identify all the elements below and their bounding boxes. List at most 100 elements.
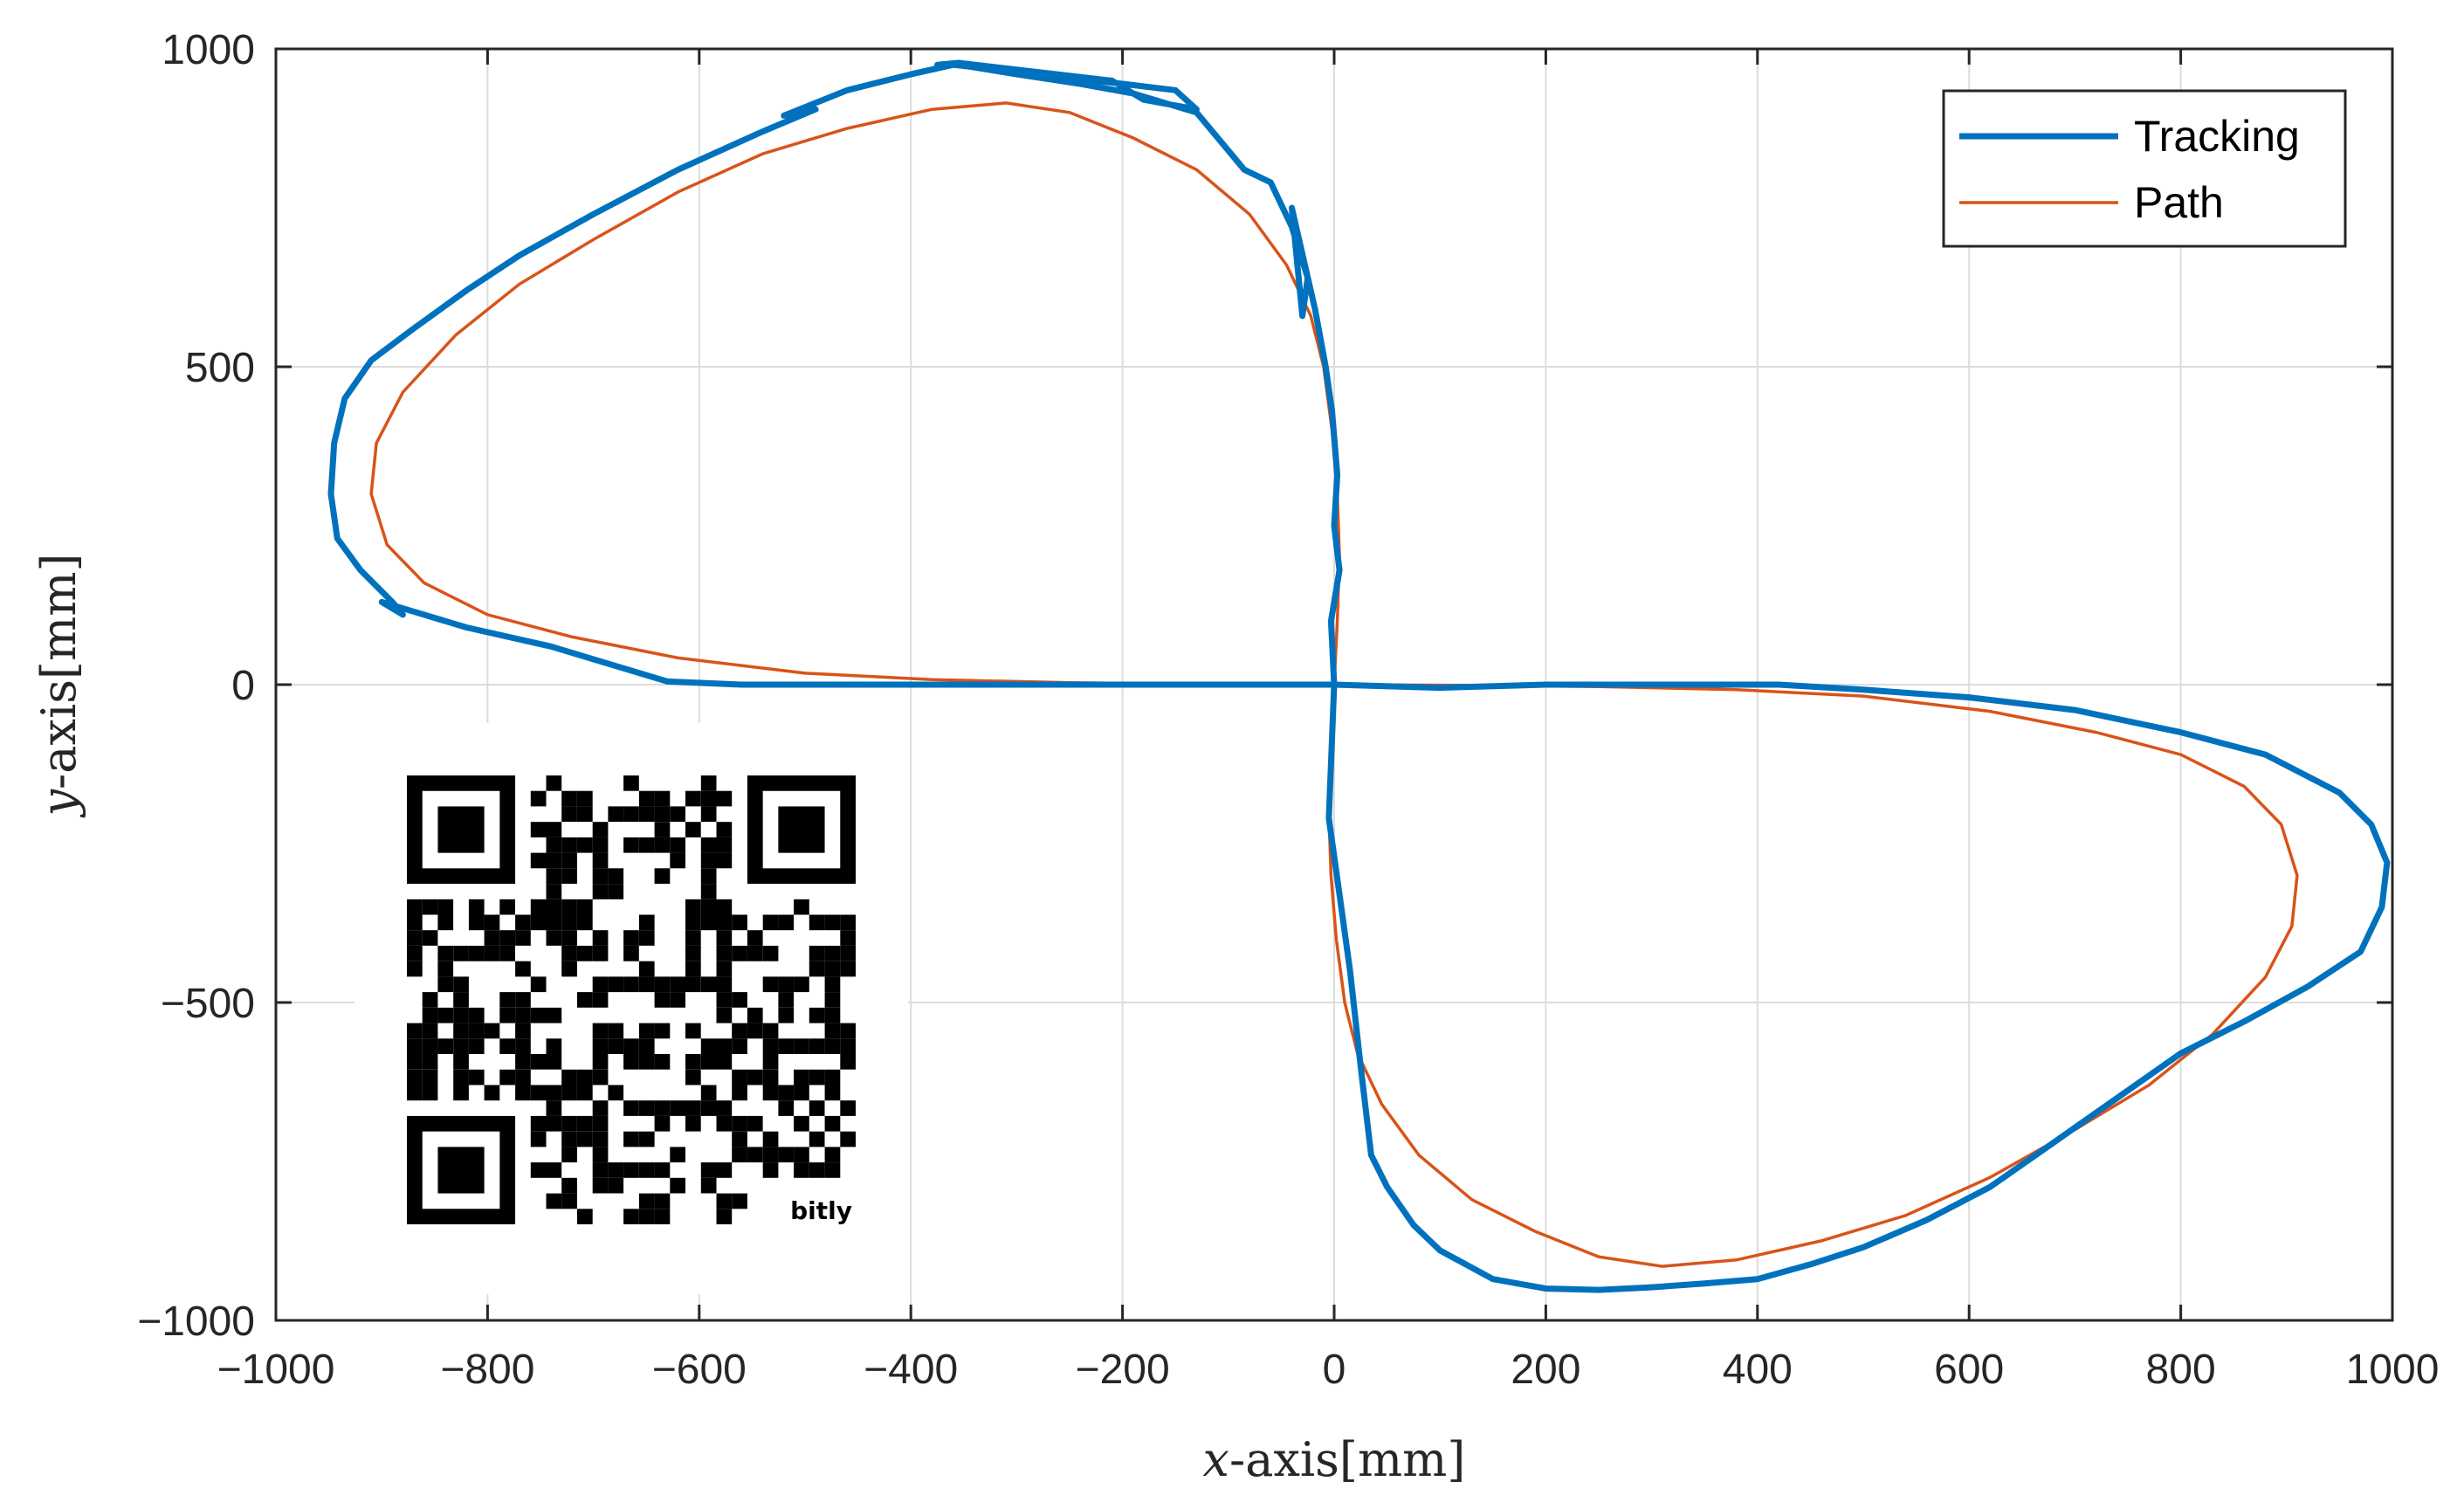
qr-module [561,914,577,931]
qr-module [670,852,685,869]
qr-module [762,1054,779,1070]
series-tracking-line [327,59,2391,1293]
qr-module [623,775,639,791]
qr-module [824,914,841,931]
qr-module [577,806,593,823]
x-tick-label: −800 [440,1347,534,1393]
qr-module [638,1054,655,1070]
qr-module [654,1193,671,1209]
y-tick-label: 500 [185,345,255,391]
qr-module [592,930,609,946]
qr-module [515,1023,531,1039]
qr-module [654,992,671,1008]
qr-module [577,992,593,1008]
qr-module [716,961,733,977]
qr-module [638,1193,655,1209]
qr-module [499,1069,515,1085]
qr-module [638,790,655,807]
qr-module [700,868,717,884]
qr-module [700,790,717,807]
qr-module [468,1038,485,1054]
qr-module [499,1038,515,1054]
qr-module [716,852,733,869]
qr-module [515,961,531,977]
qr-module [670,1147,685,1163]
qr-module [700,852,717,869]
qr-module [809,1007,825,1023]
legend-label-path: Path [2134,178,2224,227]
qr-module [515,930,531,946]
qr-module [824,1147,841,1163]
qr-module [453,1069,469,1085]
qr-module [638,1131,655,1147]
qr-module [546,837,562,853]
qr-module [608,884,624,899]
qr-module [530,790,547,807]
qr-module [499,992,515,1008]
qr-module [608,1177,624,1194]
qr-module [592,1177,609,1194]
qr-module [778,1007,795,1023]
qr-module [592,976,609,993]
qr-module [732,1085,747,1101]
qr-module [515,1069,531,1085]
qr-module [716,1115,733,1132]
qr-module [809,961,825,977]
qr-module [824,1162,841,1178]
qr-module [685,946,701,961]
qr-module [530,1131,547,1147]
legend: Tracking Path [1942,89,2347,248]
qr-module [592,1147,609,1163]
qr-module [794,1069,809,1085]
qr-module [407,930,423,946]
qr-module [700,976,717,993]
qr-module [670,1177,685,1194]
qr-module [592,1023,609,1039]
qr-module [840,914,856,931]
qr-module [437,976,454,993]
qr-code-image: bitly [354,723,908,1294]
qr-module [732,1023,747,1039]
qr-module [654,822,671,837]
qr-module [623,1162,639,1178]
qr-module [654,837,671,853]
qr-module [824,1007,841,1023]
qr-module [716,1209,733,1224]
qr-module [732,1038,747,1054]
x-tick-label: −600 [652,1347,747,1393]
qr-module [654,1054,671,1070]
qr-module [546,868,562,884]
qr-module [824,1115,841,1132]
qr-module [840,946,856,961]
qr-module [561,837,577,853]
qr-module [484,946,500,961]
tick-labels: −1000 −800 −600 −400 −200 0 200 400 600 800 1000 −1… [137,27,2439,1393]
qr-module [762,1131,779,1147]
qr-module [685,822,701,837]
qr-module [670,1100,685,1116]
qr-module [608,1162,624,1178]
qr-module [700,1054,717,1070]
qr-module [654,1023,671,1039]
x-tick-label: 1000 [2346,1347,2440,1393]
qr-module [778,1038,795,1054]
qr-module [530,1115,547,1132]
qr-module [716,1100,733,1116]
qr-module [700,914,717,931]
qr-module [422,1023,438,1039]
qr-module [638,1038,655,1054]
x-tick-label: 800 [2146,1347,2216,1393]
qr-module [809,914,825,931]
qr-module [546,1054,562,1070]
y-tick-label: −500 [161,981,255,1027]
qr-module [716,899,733,915]
qr-module [654,1100,671,1116]
qr-module [530,1085,547,1101]
qr-module [762,1147,779,1163]
qr-module [453,1054,469,1070]
qr-module [546,822,562,837]
qr-module [468,1007,485,1023]
qr-module [762,914,779,931]
qr-module [561,1131,577,1147]
qr-module [794,1085,809,1101]
